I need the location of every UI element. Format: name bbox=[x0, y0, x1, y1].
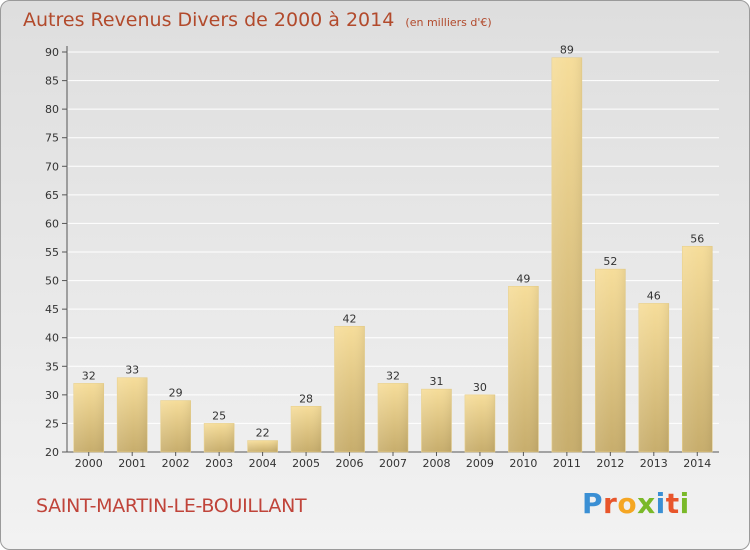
chart-title: Autres Revenus Divers de 2000 à 2014 bbox=[23, 9, 395, 31]
bar-shade bbox=[291, 406, 322, 452]
data-label: 89 bbox=[560, 44, 574, 57]
x-tick-label: 2014 bbox=[683, 457, 711, 470]
x-tick-label: 2009 bbox=[466, 457, 494, 470]
x-tick-label: 2003 bbox=[205, 457, 233, 470]
data-label: 30 bbox=[473, 381, 487, 394]
x-tick-label: 2005 bbox=[292, 457, 320, 470]
logo-letter: x bbox=[637, 487, 656, 520]
data-label: 32 bbox=[82, 369, 96, 382]
y-tick-label: 80 bbox=[45, 103, 59, 116]
logo-letter: P bbox=[582, 487, 604, 520]
y-tick-label: 55 bbox=[45, 246, 59, 259]
data-label: 22 bbox=[256, 427, 270, 440]
data-label: 25 bbox=[212, 409, 226, 422]
bar-shade bbox=[421, 389, 452, 452]
logo-letter: i bbox=[655, 487, 666, 520]
data-label: 32 bbox=[386, 369, 400, 382]
data-label: 33 bbox=[125, 364, 139, 377]
data-label: 46 bbox=[647, 289, 661, 302]
x-tick-label: 2007 bbox=[379, 457, 407, 470]
x-tick-label: 2008 bbox=[422, 457, 450, 470]
bar-shade bbox=[638, 303, 669, 452]
data-label: 42 bbox=[343, 312, 357, 325]
bar-shade bbox=[551, 57, 582, 452]
logo-letter: t bbox=[665, 487, 680, 520]
x-tick-label: 2000 bbox=[75, 457, 103, 470]
bar-shade bbox=[160, 400, 191, 452]
bar-shade bbox=[682, 246, 713, 452]
x-tick-label: 2002 bbox=[162, 457, 190, 470]
y-tick-label: 45 bbox=[45, 303, 59, 316]
data-label: 49 bbox=[516, 272, 530, 285]
x-tick-label: 2010 bbox=[509, 457, 537, 470]
y-tick-label: 20 bbox=[45, 446, 59, 459]
y-tick-label: 30 bbox=[45, 389, 59, 402]
y-tick-label: 75 bbox=[45, 132, 59, 145]
y-tick-label: 90 bbox=[45, 46, 59, 59]
y-tick-label: 65 bbox=[45, 189, 59, 202]
bar-shade bbox=[73, 383, 104, 452]
x-tick-label: 2013 bbox=[640, 457, 668, 470]
logo-letter: r bbox=[603, 487, 618, 520]
x-tick-label: 2004 bbox=[249, 457, 277, 470]
title-row: Autres Revenus Divers de 2000 à 2014 (en… bbox=[23, 9, 492, 31]
bar-shade bbox=[117, 377, 148, 452]
bar-shade bbox=[508, 286, 539, 452]
logo-letter: i bbox=[679, 487, 690, 520]
x-tick-label: 2012 bbox=[596, 457, 624, 470]
y-tick-label: 50 bbox=[45, 275, 59, 288]
data-label: 31 bbox=[429, 375, 443, 388]
y-tick-label: 60 bbox=[45, 217, 59, 230]
x-tick-label: 2001 bbox=[118, 457, 146, 470]
bar-shade bbox=[334, 326, 365, 452]
bar-shade bbox=[247, 440, 278, 452]
data-label: 29 bbox=[169, 387, 183, 400]
y-tick-label: 85 bbox=[45, 75, 59, 88]
proxiti-logo: Proxiti bbox=[582, 487, 690, 520]
bar-shade bbox=[378, 383, 408, 452]
y-tick-label: 35 bbox=[45, 360, 59, 373]
data-label: 56 bbox=[690, 232, 704, 245]
y-tick-label: 40 bbox=[45, 332, 59, 345]
y-tick-label: 25 bbox=[45, 417, 59, 430]
data-label: 28 bbox=[299, 392, 313, 405]
x-tick-label: 2006 bbox=[336, 457, 364, 470]
data-label: 52 bbox=[603, 255, 617, 268]
logo-letter: o bbox=[617, 487, 638, 520]
bar-shade bbox=[464, 394, 495, 452]
bar-shade bbox=[204, 423, 235, 452]
bar-shade bbox=[595, 269, 626, 452]
y-tick-label: 70 bbox=[45, 160, 59, 173]
chart-unit: (en milliers d'€) bbox=[405, 16, 492, 29]
x-tick-label: 2011 bbox=[553, 457, 581, 470]
commune-name: SAINT-MARTIN-LE-BOUILLANT bbox=[36, 495, 307, 517]
